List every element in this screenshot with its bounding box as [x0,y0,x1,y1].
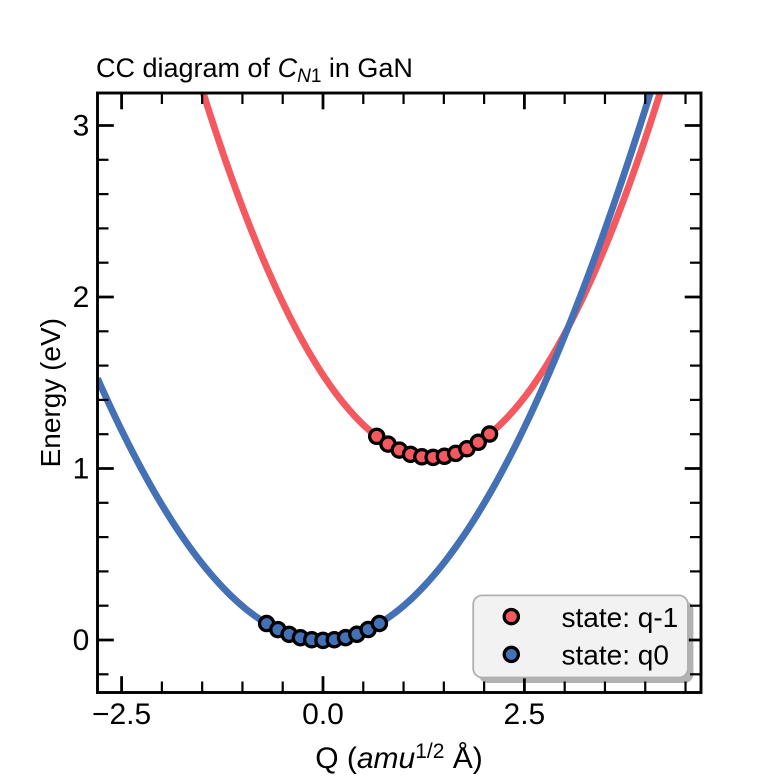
svg-text:1: 1 [73,453,90,486]
svg-text:CC diagram of CN1 in GaN: CC diagram of CN1 in GaN [96,53,413,87]
svg-text:−2.5: −2.5 [92,698,151,731]
svg-text:2.5: 2.5 [504,698,546,731]
svg-text:state: q0: state: q0 [562,640,669,671]
svg-text:0: 0 [73,624,90,657]
svg-text:Energy (eV): Energy (eV) [35,318,66,467]
svg-text:3: 3 [73,110,90,143]
svg-text:state: q-1: state: q-1 [562,602,679,633]
svg-text:2: 2 [73,281,90,314]
svg-text:Q (amu1/2 Å): Q (amu1/2 Å) [315,740,483,775]
svg-text:0.0: 0.0 [302,698,344,731]
